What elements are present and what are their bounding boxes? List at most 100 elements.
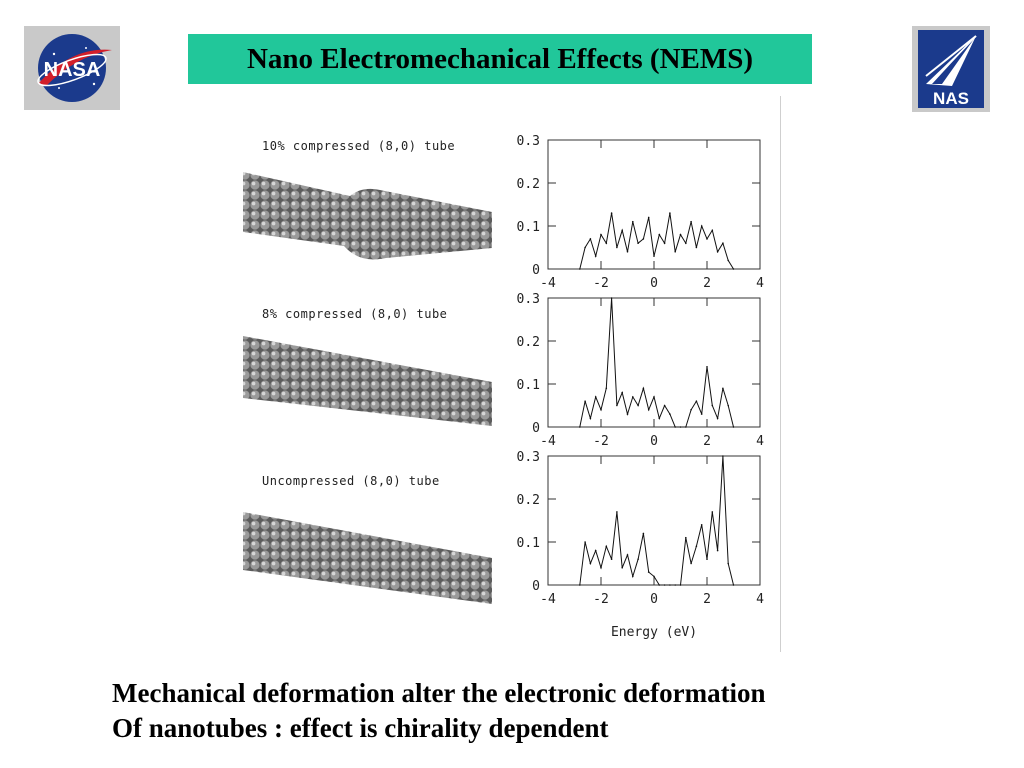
- dos-data-point: [695, 400, 698, 403]
- x-tick-label: 2: [703, 592, 711, 607]
- y-tick-label: 0: [532, 421, 540, 436]
- y-tick-label: 0.3: [517, 450, 540, 465]
- dos-data-point: [663, 584, 666, 586]
- x-tick-label: -2: [593, 276, 609, 291]
- y-tick-label: 0.1: [517, 220, 540, 235]
- dos-data-point: [690, 409, 692, 411]
- dos-data-point: [658, 233, 661, 236]
- dos-data-point: [700, 413, 703, 415]
- dos-series-line-1: [579, 297, 734, 428]
- page-title: Nano Electromechanical Effects (NEMS): [246, 42, 754, 75]
- dos-data-point: [610, 212, 613, 214]
- dos-data-point: [632, 396, 634, 398]
- dos-data-point: [632, 575, 634, 578]
- dos-data-point: [653, 575, 655, 578]
- x-tick-label: 0: [650, 592, 658, 607]
- nas-logo-text: NAS: [933, 89, 969, 108]
- x-tick-label: 0: [650, 434, 658, 449]
- x-tick-label: 2: [703, 276, 711, 291]
- caption-line-1: Mechanical deformation alter the electro…: [112, 678, 766, 708]
- x-tick-label: 4: [756, 592, 764, 607]
- dos-data-point: [674, 584, 676, 586]
- panel-label-8-percent: 8% compressed (8,0) tube: [262, 307, 448, 321]
- panel-label-uncompressed: Uncompressed (8,0) tube: [262, 474, 440, 488]
- dos-data-point: [626, 251, 629, 253]
- dos-data-point: [584, 400, 586, 403]
- dos-data-point: [695, 246, 698, 249]
- dos-data-point: [653, 396, 655, 398]
- dos-data-point: [711, 229, 714, 232]
- dos-data-point: [594, 396, 597, 398]
- dos-data-point: [579, 426, 581, 428]
- y-tick-label: 0: [532, 579, 540, 594]
- dos-data-point: [716, 417, 719, 420]
- dos-data-point: [716, 251, 719, 253]
- dos-data-point: [589, 417, 592, 420]
- dos-data-point: [594, 255, 597, 257]
- dos-data-point: [584, 246, 586, 249]
- dos-data-point: [711, 511, 714, 513]
- nanotube-8-percent: [243, 336, 492, 426]
- dos-data-point: [674, 426, 676, 428]
- dos-data-point: [706, 558, 708, 560]
- x-tick-label: -4: [540, 434, 556, 449]
- dos-data-point: [658, 417, 661, 420]
- plot-frame-2: [547, 455, 761, 586]
- x-tick-label: -2: [593, 592, 609, 607]
- x-tick-label: 4: [756, 276, 764, 291]
- dos-data-point: [647, 409, 650, 411]
- nanotube-uncompressed: [243, 512, 492, 604]
- dos-data-point: [690, 220, 692, 223]
- dos-data-point: [647, 216, 650, 219]
- x-tick-label: -4: [540, 592, 556, 607]
- dos-data-point: [690, 562, 692, 565]
- panel-label-10-percent: 10% compressed (8,0) tube: [262, 139, 456, 153]
- dos-data-point: [584, 541, 586, 543]
- dos-data-point: [679, 584, 682, 586]
- y-tick-label: 0.3: [517, 134, 540, 149]
- dos-data-point: [722, 242, 724, 244]
- dos-data-point: [732, 426, 735, 428]
- nanotube-10-percent: [243, 172, 492, 260]
- dos-data-point: [642, 238, 645, 240]
- dos-data-point: [685, 426, 687, 428]
- dos-data-point: [637, 242, 639, 244]
- dos-data-point: [706, 238, 708, 240]
- dos-data-point: [637, 558, 639, 560]
- title-banner: Nano Electromechanical Effects (NEMS): [188, 34, 812, 84]
- y-tick-label: 0.2: [517, 493, 540, 508]
- dos-data-point: [594, 549, 597, 552]
- nas-logo: NAS: [912, 26, 990, 112]
- dos-data-point: [727, 404, 729, 407]
- dos-data-point: [589, 562, 592, 565]
- dos-data-point: [589, 238, 592, 240]
- dos-data-point: [579, 584, 581, 586]
- dos-data-point: [679, 426, 682, 428]
- dos-data-point: [637, 404, 639, 407]
- y-tick-label: 0.3: [517, 292, 540, 307]
- nasa-logo-text: NASA: [44, 59, 101, 81]
- dos-data-point: [600, 409, 602, 411]
- dos-data-point: [669, 212, 671, 214]
- dos-data-point: [658, 584, 661, 586]
- nasa-meatball-logo-icon: NASA: [37, 34, 112, 102]
- dos-data-point: [700, 225, 703, 227]
- dos-data-point: [706, 366, 708, 368]
- x-tick-label: 4: [756, 434, 764, 449]
- dos-data-point: [732, 584, 735, 586]
- dos-data-point: [616, 511, 618, 513]
- dos-data-point: [685, 242, 687, 244]
- dos-data-point: [711, 404, 714, 407]
- plot-frame-1: [547, 297, 761, 428]
- dos-data-point: [616, 404, 618, 407]
- dos-data-point: [579, 268, 581, 270]
- dos-data-point: [621, 567, 623, 569]
- dos-data-point: [727, 259, 729, 262]
- dos-data-point: [685, 536, 687, 539]
- x-tick-label: -4: [540, 276, 556, 291]
- dos-series-line-0: [579, 213, 734, 270]
- dos-data-point: [695, 545, 698, 548]
- plot-frame-0: [547, 139, 761, 270]
- dos-data-point: [700, 524, 703, 526]
- dos-data-point: [722, 455, 724, 457]
